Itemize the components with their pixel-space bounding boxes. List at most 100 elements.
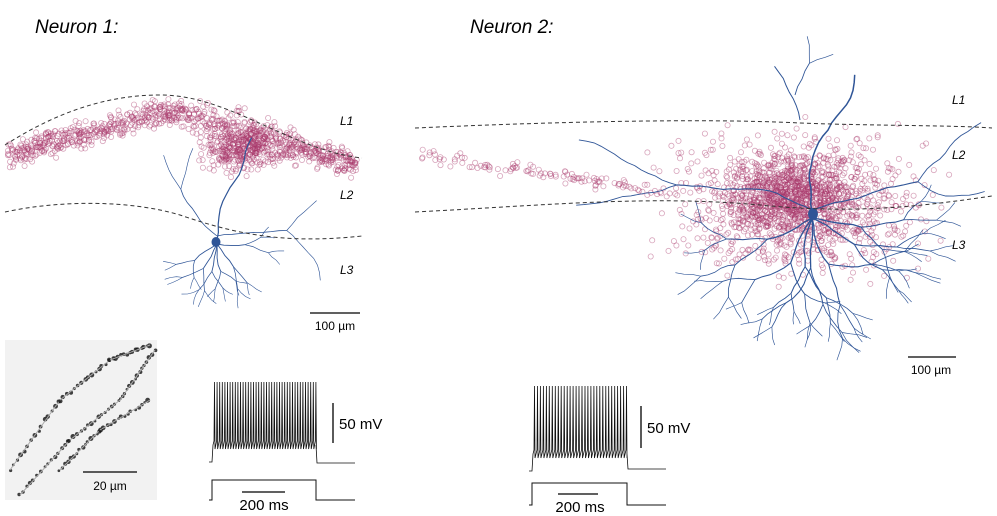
dendrite: [198, 291, 204, 307]
synapse: [756, 256, 761, 261]
dendrite: [807, 36, 809, 63]
soma: [212, 237, 221, 247]
synapse: [772, 129, 777, 134]
synapse: [728, 162, 733, 167]
synapse: [850, 270, 855, 275]
dendrite: [245, 238, 261, 245]
synapse: [695, 159, 700, 164]
dendrite: [223, 288, 233, 295]
synapse: [83, 146, 88, 151]
synapse: [776, 274, 781, 279]
dendrite: [217, 244, 245, 246]
synapse: [669, 143, 674, 148]
synapse: [893, 173, 898, 178]
synapse: [947, 172, 952, 177]
synapse: [705, 240, 710, 245]
dendrite: [221, 271, 236, 281]
synapse: [898, 209, 903, 214]
dendrite: [194, 278, 201, 290]
dendrite: [203, 268, 204, 290]
synapse: [867, 161, 872, 166]
dendrite: [723, 278, 755, 281]
synapse: [740, 247, 745, 252]
dendrite: [164, 155, 181, 189]
synapse: [166, 97, 171, 102]
dendrite: [728, 265, 735, 297]
synapse: [892, 232, 897, 237]
synapse: [915, 266, 920, 271]
synapse: [272, 163, 277, 168]
dendrite: [268, 253, 280, 265]
synapse: [720, 143, 725, 148]
panel-title: Neuron 1:: [35, 17, 118, 38]
synapse: [826, 136, 831, 141]
synapse: [133, 111, 138, 116]
dendrite: [904, 201, 922, 220]
synapse: [688, 190, 693, 195]
synapse: [877, 192, 882, 197]
dendrite: [728, 297, 741, 318]
dendrite: [791, 293, 794, 311]
soma: [808, 208, 818, 220]
synapse: [893, 193, 898, 198]
synapse: [648, 254, 653, 259]
synapse: [255, 167, 260, 172]
synapse: [498, 173, 503, 178]
dendrite: [755, 263, 791, 280]
dendrite: [675, 273, 700, 277]
synapse: [701, 235, 706, 240]
synapse: [211, 168, 216, 173]
dendrite: [245, 245, 268, 253]
dendrite: [854, 244, 882, 269]
layer-label: L2: [340, 188, 354, 202]
dendrite: [924, 233, 946, 238]
synapse: [432, 152, 437, 157]
synapse: [827, 144, 832, 149]
dendrite: [905, 244, 919, 252]
synapse: [694, 222, 699, 227]
synapse: [651, 165, 656, 170]
synapse: [924, 219, 929, 224]
synapse: [680, 224, 685, 229]
synapse: [677, 156, 682, 161]
synapse: [664, 194, 669, 199]
synapse: [868, 281, 873, 286]
synapse: [34, 130, 39, 135]
synapse: [911, 174, 916, 179]
dendrite: [207, 289, 215, 297]
dendrite: [886, 276, 890, 298]
synapse: [747, 142, 752, 147]
synapse: [637, 188, 642, 193]
synapse: [791, 135, 796, 140]
synapse: [266, 115, 271, 120]
synapse: [820, 270, 825, 275]
synapse: [889, 200, 894, 205]
dendrite: [233, 267, 237, 289]
synapse: [719, 136, 724, 141]
synapse: [22, 163, 27, 168]
dendrite: [217, 244, 233, 267]
synapse: [650, 238, 655, 243]
synapse: [657, 169, 662, 174]
synapse: [721, 211, 726, 216]
synapse: [438, 163, 443, 168]
dendrite: [882, 270, 898, 290]
synapse: [448, 164, 453, 169]
synapse: [686, 243, 691, 248]
dendrite: [930, 246, 953, 251]
synapse: [867, 136, 872, 141]
dendrite: [842, 333, 867, 338]
synapse: [831, 153, 836, 158]
dendrite: [770, 307, 774, 325]
synapse: [730, 260, 735, 265]
dendrite: [826, 298, 830, 324]
synapse: [659, 211, 664, 216]
dendrite: [181, 189, 217, 236]
synapse: [779, 131, 784, 136]
dendrite: [193, 261, 194, 278]
synapse: [896, 156, 901, 161]
synapse: [860, 213, 865, 218]
synapse: [891, 258, 896, 263]
dendrite: [287, 201, 317, 231]
